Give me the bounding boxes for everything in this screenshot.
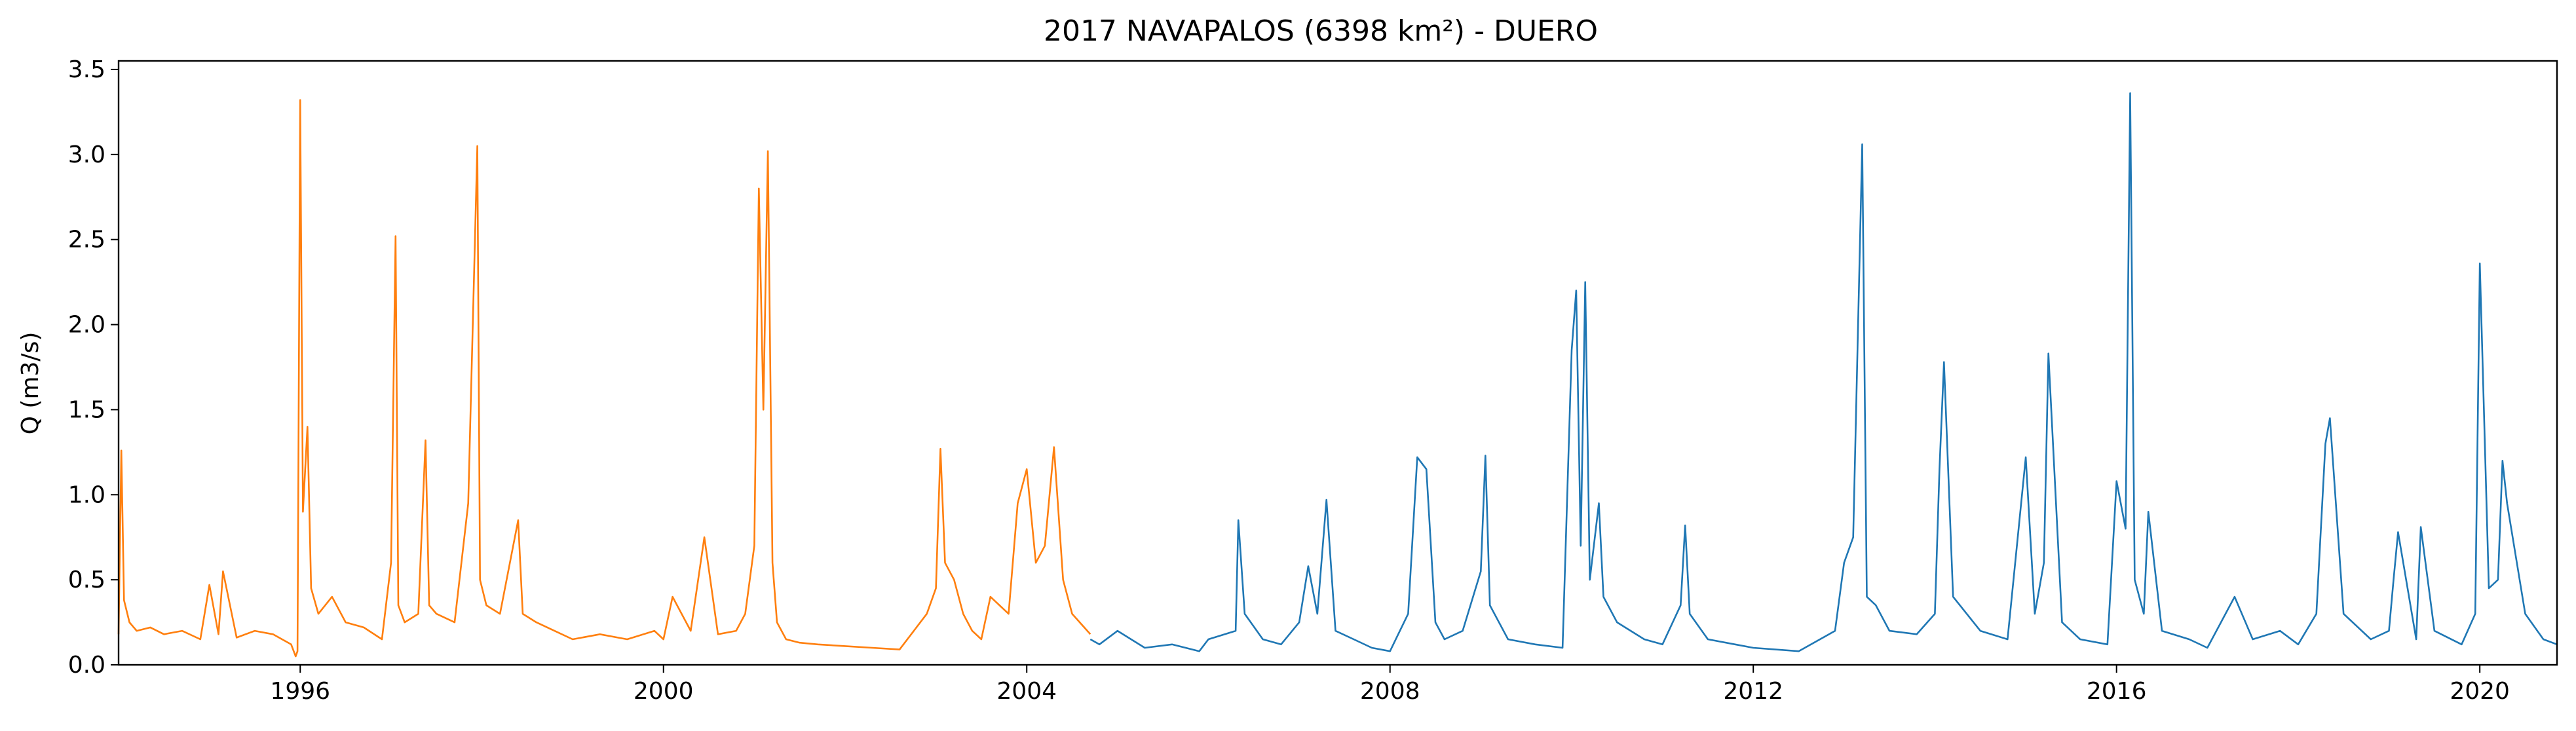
series-layer: [117, 92, 2558, 658]
x-tick-label: 2008: [1360, 678, 1420, 705]
y-tick-label: 1.5: [68, 396, 105, 423]
x-tick-label: 2004: [996, 678, 1057, 705]
y-tick-label: 3.0: [68, 141, 105, 168]
x-tick-label: 1996: [270, 678, 330, 705]
y-tick-label: 0.0: [68, 652, 105, 679]
series-line-0: [117, 99, 1091, 658]
x-tick-label: 2012: [1723, 678, 1783, 705]
y-axis-ticks: 0.0 0.5 1.0 1.5 2.0 2.5 3.0 3.5: [68, 56, 119, 679]
series-line-1: [1089, 92, 2558, 652]
x-axis-ticks: 1996 2000 2004 2008 2012 2016 2020: [270, 665, 2510, 705]
y-tick-label: 0.5: [68, 567, 105, 593]
y-tick-label: 3.5: [68, 56, 105, 83]
plot-frame: [117, 60, 2558, 666]
y-tick-label: 1.0: [68, 481, 105, 508]
chart-title: 2017 NAVAPALOS (6398 km²) - DUERO: [1044, 14, 1598, 48]
x-tick-label: 2016: [2087, 678, 2147, 705]
y-tick-label: 2.0: [68, 312, 105, 339]
y-axis-label: Q (m3/s): [17, 332, 44, 435]
x-tick-label: 2000: [634, 678, 694, 705]
y-tick-label: 2.5: [68, 227, 105, 253]
x-tick-label: 2020: [2450, 678, 2510, 705]
